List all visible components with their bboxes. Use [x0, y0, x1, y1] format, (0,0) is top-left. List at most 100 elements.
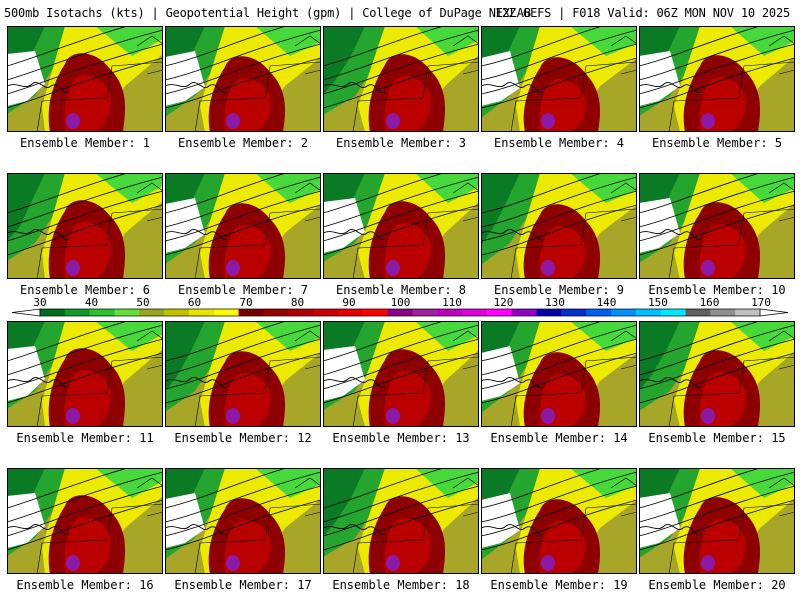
- panel-frame: [323, 468, 479, 574]
- colorbar-label: 130: [545, 296, 565, 309]
- state-borders: [510, 503, 637, 574]
- state-borders: [352, 208, 479, 279]
- member-map: [639, 321, 795, 427]
- panel-frame: [639, 26, 795, 132]
- height-contour: [165, 485, 321, 537]
- coastline-east: [768, 35, 795, 75]
- coastline: [323, 229, 386, 241]
- height-contour: [165, 43, 321, 95]
- coastline-east: [768, 182, 795, 222]
- white-region: [481, 346, 520, 401]
- dark-green-band: [481, 173, 520, 245]
- height-contour: [639, 499, 795, 551]
- member-number: 12: [297, 431, 312, 445]
- ensemble-member-panel: Ensemble Member: 16: [7, 468, 163, 592]
- ensemble-member-panel: Ensemble Member: 13: [323, 321, 479, 445]
- ensemble-member-panel: Ensemble Member: 8: [323, 173, 479, 297]
- member-number: 11: [139, 431, 154, 445]
- coastline: [7, 229, 70, 241]
- ensemble-member-panel: Ensemble Member: 3: [323, 26, 479, 150]
- state-borders: [352, 503, 479, 574]
- state-borders: [510, 61, 637, 132]
- member-number: 17: [297, 578, 312, 592]
- speed-max-purple: [226, 260, 240, 276]
- colorbar-label: 40: [85, 296, 98, 309]
- member-caption: Ensemble Member: 14: [481, 431, 637, 445]
- title-right: 12Z GEFS | F018 Valid: 06Z MON NOV 10 20…: [494, 6, 790, 20]
- height-contour: [165, 173, 288, 214]
- height-contour: [639, 26, 762, 67]
- coastline-east: [452, 35, 479, 75]
- white-region: [639, 51, 680, 106]
- member-number: 4: [616, 136, 625, 150]
- coastline-east: [294, 477, 321, 517]
- height-contour: [639, 204, 795, 256]
- member-caption: Ensemble Member: 10: [639, 283, 795, 297]
- coastline: [639, 229, 702, 241]
- colorbar-label: 50: [136, 296, 149, 309]
- height-contour: [323, 190, 479, 242]
- height-contour: [7, 176, 163, 228]
- caption-prefix: Ensemble Member:: [177, 136, 301, 150]
- speed-max-purple: [701, 555, 715, 571]
- member-caption: Ensemble Member: 13: [323, 431, 479, 445]
- caption-prefix: Ensemble Member:: [651, 136, 775, 150]
- map-layers: [481, 173, 637, 279]
- height-contour: [165, 338, 321, 390]
- caption-prefix: Ensemble Member:: [490, 578, 614, 592]
- coastline: [7, 377, 70, 389]
- height-contour: [165, 471, 321, 523]
- colorbar-swatch: [486, 309, 513, 316]
- height-contour: [481, 468, 604, 509]
- coastline-east: [136, 182, 163, 222]
- map-layers: [7, 468, 163, 574]
- coastline: [481, 377, 544, 389]
- member-caption: Ensemble Member: 9: [481, 283, 637, 297]
- colorbar-swatch: [611, 309, 637, 316]
- member-number: 2: [300, 136, 309, 150]
- coastline-east: [452, 182, 479, 222]
- colorbar-label: 140: [597, 296, 617, 309]
- height-contour: [323, 471, 479, 523]
- state-borders: [510, 356, 637, 427]
- panel-frame: [7, 468, 163, 574]
- height-contour: [639, 176, 795, 228]
- height-contour: [165, 26, 288, 67]
- coastline: [481, 229, 544, 241]
- map-layers: [165, 173, 321, 279]
- height-contour: [481, 324, 637, 376]
- height-contour: [165, 468, 288, 509]
- member-caption: Ensemble Member: 2: [165, 136, 321, 150]
- height-contour: [165, 321, 288, 362]
- coastline-east: [294, 330, 321, 370]
- ensemble-member-panel: Ensemble Member: 5: [639, 26, 795, 150]
- colorbar-label: 60: [188, 296, 201, 309]
- caption-prefix: Ensemble Member:: [648, 431, 772, 445]
- height-contour: [165, 176, 321, 228]
- height-contour: [323, 29, 479, 81]
- caption-prefix: Ensemble Member:: [177, 283, 301, 297]
- height-contour: [323, 485, 479, 537]
- title-left: 500mb Isotachs (kts) | Geopotential Heig…: [4, 6, 531, 20]
- height-contour: [7, 352, 163, 404]
- state-borders: [36, 208, 163, 279]
- panel-frame: [165, 321, 321, 427]
- coastline: [639, 82, 702, 94]
- ensemble-member-panel: Ensemble Member: 11: [7, 321, 163, 445]
- member-number: 16: [139, 578, 154, 592]
- caption-prefix: Ensemble Member:: [16, 578, 140, 592]
- caption-prefix: Ensemble Member:: [19, 136, 143, 150]
- height-contour: [7, 173, 129, 214]
- coastline: [165, 82, 228, 94]
- speed-max-purple: [541, 408, 555, 424]
- ensemble-member-panel: Ensemble Member: 14: [481, 321, 637, 445]
- speed-max-purple: [66, 113, 80, 129]
- member-map: [323, 26, 479, 132]
- caption-prefix: Ensemble Member:: [493, 283, 617, 297]
- caption-prefix: Ensemble Member:: [174, 578, 298, 592]
- height-contour: [165, 352, 321, 404]
- member-map: [165, 468, 321, 574]
- member-caption: Ensemble Member: 4: [481, 136, 637, 150]
- state-borders: [352, 61, 479, 132]
- map-layers: [481, 321, 637, 427]
